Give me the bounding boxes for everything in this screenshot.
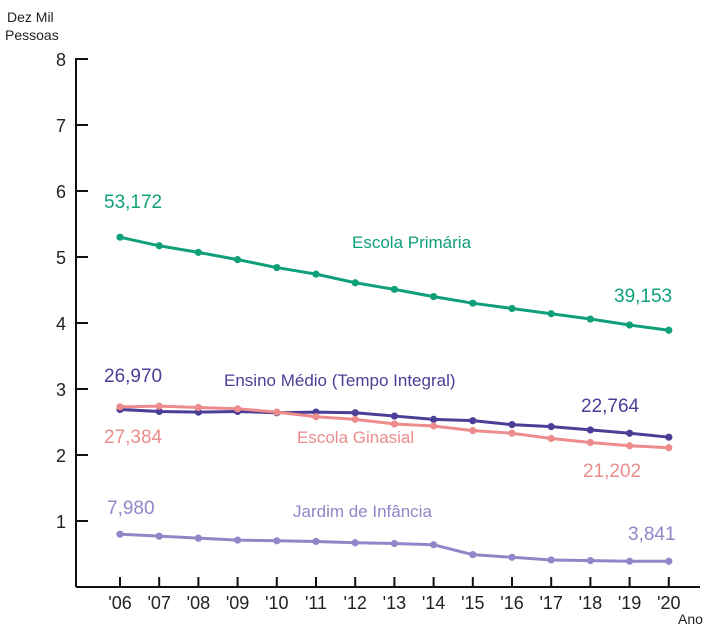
- x-tick-label: '10: [265, 593, 288, 613]
- data-point: [155, 407, 163, 416]
- data-point: [508, 553, 516, 561]
- data-point: [508, 429, 516, 437]
- data-point: [508, 304, 516, 313]
- data-point: [508, 421, 516, 429]
- y-axis-unit-line1: Dez Mil: [7, 9, 54, 25]
- data-point: [116, 233, 124, 241]
- data-point: [312, 270, 320, 278]
- start-value-escola-ginasial: 27,384: [104, 427, 163, 448]
- data-point: [273, 263, 281, 272]
- data-point: [665, 444, 673, 452]
- data-point: [273, 408, 281, 416]
- data-point: [665, 557, 673, 565]
- data-point: [586, 315, 595, 323]
- data-point: [665, 326, 673, 334]
- x-axis-title: Ano: [678, 611, 703, 627]
- data-point: [626, 321, 634, 329]
- data-point: [626, 429, 634, 437]
- end-value-escola-primaria: 39,153: [614, 286, 672, 307]
- data-point: [116, 403, 124, 411]
- data-point: [547, 434, 555, 443]
- y-tick-label: 7: [56, 116, 66, 136]
- y-tick-label: 2: [56, 446, 66, 466]
- x-tick-label: '12: [343, 593, 366, 613]
- data-point: [390, 412, 398, 420]
- x-tick-label: '13: [383, 593, 406, 613]
- data-point: [234, 405, 242, 413]
- data-point: [390, 539, 398, 548]
- data-point: [586, 426, 595, 434]
- x-tick-label: '07: [147, 593, 170, 613]
- data-point: [665, 433, 673, 441]
- end-value-escola-ginasial: 21,202: [583, 461, 641, 482]
- end-value-jardim-de-infancia: 3,841: [628, 524, 676, 545]
- series-label-escola-ginasial: Escola Ginasial: [297, 428, 414, 447]
- data-point: [626, 557, 634, 565]
- data-point: [351, 409, 359, 417]
- x-tick-label: '08: [187, 593, 210, 613]
- data-point: [586, 438, 595, 447]
- data-point: [234, 256, 242, 264]
- data-point: [194, 534, 202, 542]
- x-tick-label: '14: [422, 593, 445, 613]
- start-value-ensino-medio: 26,970: [104, 366, 162, 387]
- x-tick-label: '09: [226, 593, 249, 613]
- data-point: [351, 279, 359, 287]
- data-point: [312, 537, 320, 546]
- series-line-3: [119, 532, 669, 563]
- series-label-ensino-medio: Ensino Médio (Tempo Integral): [224, 371, 456, 390]
- data-point: [547, 556, 555, 564]
- data-point: [155, 532, 163, 540]
- end-value-ensino-medio: 22,764: [581, 396, 640, 417]
- data-point: [273, 537, 281, 545]
- data-point: [116, 530, 124, 538]
- data-point: [586, 557, 595, 565]
- y-tick-label: 1: [56, 512, 66, 532]
- data-point: [469, 299, 477, 307]
- x-tick-label: '16: [500, 593, 523, 613]
- data-point: [312, 413, 320, 421]
- data-point: [155, 242, 163, 250]
- data-point: [430, 415, 438, 423]
- y-tick-label: 8: [56, 50, 66, 70]
- x-tick-label: '18: [579, 593, 602, 613]
- x-tick-label: '20: [657, 593, 680, 613]
- data-point: [390, 285, 398, 293]
- x-tick-label: '15: [461, 593, 484, 613]
- data-point: [390, 420, 398, 428]
- data-point: [234, 536, 242, 544]
- start-value-jardim-de-infancia: 7,980: [107, 498, 155, 519]
- data-point: [469, 417, 477, 425]
- series-label-jardim-de-infancia: Jardim de Infância: [293, 502, 432, 521]
- series-group: [116, 233, 673, 565]
- x-tick-label: '19: [618, 593, 641, 613]
- data-point: [155, 402, 163, 410]
- data-point: [626, 442, 634, 450]
- data-point: [194, 403, 202, 412]
- data-point: [469, 551, 477, 559]
- data-point: [547, 310, 555, 318]
- data-point: [430, 422, 438, 430]
- y-tick-label: 6: [56, 182, 66, 202]
- data-point: [547, 423, 555, 431]
- x-axis-ticks: '06 '07 '08 '09 '10 '11 '12 '13 '14 '15 '16 '17 '18 '…: [108, 577, 681, 613]
- x-tick-label: '06: [108, 593, 131, 613]
- y-axis-unit-line2: Pessoas: [5, 27, 59, 43]
- x-tick-label: '11: [305, 593, 327, 613]
- data-point: [430, 293, 438, 301]
- series-label-escola-primaria: Escola Primária: [352, 233, 472, 252]
- x-tick-label: '17: [539, 593, 562, 613]
- data-point: [430, 541, 438, 549]
- start-value-escola-primaria: 53,172: [104, 192, 162, 213]
- y-tick-label: 4: [56, 314, 66, 334]
- y-axis-ticks: 1 2 3 4 5 6 7 8: [56, 50, 88, 532]
- data-point: [469, 426, 477, 435]
- y-tick-label: 3: [56, 380, 66, 400]
- data-point: [351, 539, 359, 547]
- data-point: [194, 248, 202, 256]
- data-point: [351, 415, 359, 423]
- y-tick-label: 5: [56, 248, 66, 268]
